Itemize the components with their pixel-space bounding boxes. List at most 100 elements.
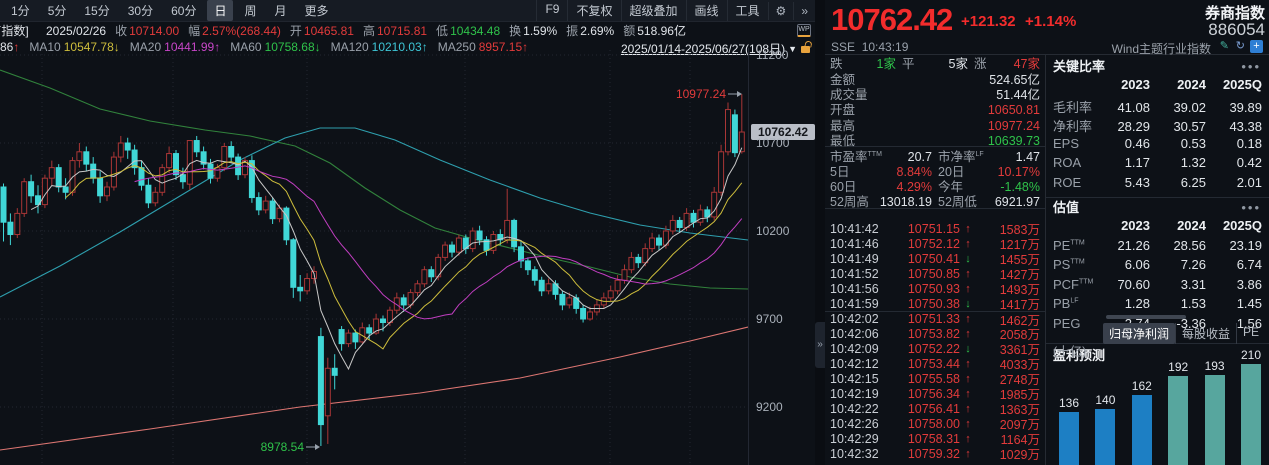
forecast-bar-label: 140 [1095,393,1116,408]
forecast-bar-label: 162 [1131,379,1152,394]
period-tab-周[interactable]: 周 [244,4,257,18]
period-tab-日[interactable]: 日 [207,0,234,21]
period-tab-5分[interactable]: 5分 [47,4,67,18]
forecast-bar-chart: 136 140 162 192 193 210 [1046,348,1269,465]
forecast-tab-3[interactable]: PE [1235,323,1265,344]
period-tab-月[interactable]: 月 [274,4,287,18]
symbol-label: [券商指数] [0,24,29,38]
tick-row: 10:41:49 10750.41 ↓ 1455万 [830,251,1040,268]
toolbar-button[interactable]: 不复权 [567,0,620,21]
price-change-pct: +1.14% [1025,13,1077,30]
table-row: EPS 0.46 0.53 0.18 [1053,135,1262,151]
tick-row: 10:41:46 10752.12 ↑ 1217万 [830,236,1040,253]
forecast-title: 盈利预测 [1053,348,1106,363]
forecast-bar-label: 193 [1204,359,1225,374]
index-type-label: Wind主题行业指数 [1111,42,1211,56]
tick-row: 10:41:42 10751.15 ↑ 1583万 [830,221,1040,238]
gear-icon[interactable]: ⚙ [767,1,794,20]
refresh-icon[interactable]: ↻ [1235,40,1245,52]
period-tabs: 1分 5分 15分 30分 60分日周 月 更多 [0,0,336,21]
tick-row: 10:42:12 10753.44 ↑ 4033万 [830,356,1040,373]
svg-text:8978.54: 8978.54 [261,440,305,454]
key-ratios-table: 2023 2024 2025Q 毛利率 41.08 39.02 39.89 净利率 28.29 3… [1046,77,1269,194]
quote-time: 10:43:19 [861,40,909,54]
svg-text:10977.24: 10977.24 [676,87,726,101]
edit-pencil-icon[interactable]: ✎ [1219,40,1229,52]
toolbar-expand-icon[interactable]: » [793,1,815,20]
key-ratios-title: 关键比率 ••• [1046,57,1269,77]
quote-header: 10762.42 +121.32 +1.14% 券商指数 886054 SSE … [825,0,1269,56]
divider [1046,197,1269,198]
exchange-label: SSE [831,40,856,54]
add-icon[interactable]: + [1250,40,1263,53]
ohlc-field: 收 10714.00 [115,24,180,38]
valuation-table: 2023 2024 2025Q PETTM 21.26 28.56 23.19 PSTTM 6.… [1046,218,1269,335]
forecast-bar [1059,412,1079,465]
toolbar-button[interactable]: F9 [536,0,567,21]
period-tab-15分[interactable]: 15分 [84,4,110,18]
tick-row: 10:42:26 10758.00 ↑ 2097万 [830,416,1040,433]
wind-wp-icon[interactable]: WP [797,24,811,37]
quote-row: 52周高 13018.19 52周低 6921.97 [825,194,1045,209]
toolbar-button[interactable]: 工具 [726,0,768,21]
tick-row: 10:42:22 10756.41 ↑ 1363万 [830,401,1040,418]
quote-row: 开盘 10650.81 [830,103,1040,118]
ohlc-field: 幅 2.57%(268.44) [188,24,281,38]
scrollbar-thumb[interactable] [1106,315,1186,319]
forecast-bar [1131,395,1152,465]
date-range-selector[interactable]: 2025/01/14-2025/06/27(108日) ▼ [621,40,797,57]
ma5-partial-value: 86↑ [0,40,20,54]
tick-row: 10:41:59 10750.38 ↓ 1417万 [830,296,1040,313]
ohlc-fields: 收 10714.00 幅 2.57%(268.44) 开 10465.81 高 10715.8… [106,22,686,39]
unlock-icon[interactable] [801,40,813,54]
candlestick-chart[interactable]: 10977.24 8978.54 [0,48,748,465]
index-name: 券商指数 [1204,5,1265,22]
ohlc-field: 低 10434.48 [436,24,501,38]
y-axis-label: 9200 [756,400,783,414]
quote-row: 市盈率TTM 20.7 市净率LF 1.47 [830,149,1040,164]
period-tab-30分[interactable]: 30分 [127,4,154,18]
y-axis-label: 11200 [756,48,789,62]
ma-legend-MA10: MA10 10547.78↓ [29,40,120,54]
period-tab-1分[interactable]: 1分 [11,4,30,18]
tick-row: 10:42:32 10759.32 ↑ 1029万 [830,446,1040,463]
toolbar-button[interactable]: 超级叠加 [620,0,686,21]
forecast-tab-1[interactable]: 归母净利润 [1102,323,1175,344]
panel-divider-strip: » [815,0,825,465]
metrics-pane: 关键比率 ••• 2023 2024 2025Q 毛利率 41.08 39.02 39.89… [1045,55,1269,465]
forecast-bar-label: 136 [1058,396,1080,410]
ma-legend-MA250: MA250 8957.15↑ [437,40,529,54]
quote-row: 5日 8.84% 20日 10.17% [830,164,1040,179]
ohlc-field: 高 10715.81 [362,24,428,38]
ohlc-field: 额 518.96亿 [623,24,686,38]
forecast-tab-2[interactable]: 每股收益 [1174,323,1236,344]
tick-row: 10:41:52 10750.85 ↑ 1427万 [830,266,1040,283]
ohlc-field: 振 2.69% [566,24,615,38]
y-axis-label: 10200 [756,224,790,238]
tick-row: 10:42:02 10751.33 ↑ 1462万 [825,311,1045,328]
valuation-menu-icon[interactable]: ••• [1241,200,1261,215]
last-price: 10762.42 [831,2,953,37]
table-row: 毛利率 41.08 39.02 39.89 [1053,99,1262,115]
forecast-bar [1204,375,1225,465]
crosshair-date: 2025/02/26 [46,23,107,38]
chart-toolbar: 1分 5分 15分 30分 60分日周 月 更多 F9 不复权 超级叠加 画线 工具 ⚙ » [0,0,815,22]
key-ratios-menu-icon[interactable]: ••• [1241,59,1261,74]
ma-items: MA10 10547.78↓ MA20 10441.99↑ MA60 10758.68↓ M… [19,40,528,54]
y-axis: 10762.42 11200 10700 10200 9700 9200 [748,48,815,465]
toolbar-button[interactable]: 画线 [685,0,727,21]
current-price-tag: 10762.42 [751,124,815,140]
index-code: 886054 [1208,20,1265,39]
period-tab-更多[interactable]: 更多 [304,4,329,18]
ohlc-field: 开 10465.81 [289,24,354,38]
price-change: +121.32 [961,13,1016,30]
table-row: ROA 1.17 1.32 0.42 [1053,155,1262,170]
table-row: PEG-2.74-3.361.56 [1053,315,1262,331]
expand-panel-chevron[interactable]: » [815,322,825,368]
exchange-time: SSE 10:43:19 [831,40,908,54]
quote-row: 金额 524.65亿 [830,72,1040,87]
period-tab-60分[interactable]: 60分 [171,4,197,18]
